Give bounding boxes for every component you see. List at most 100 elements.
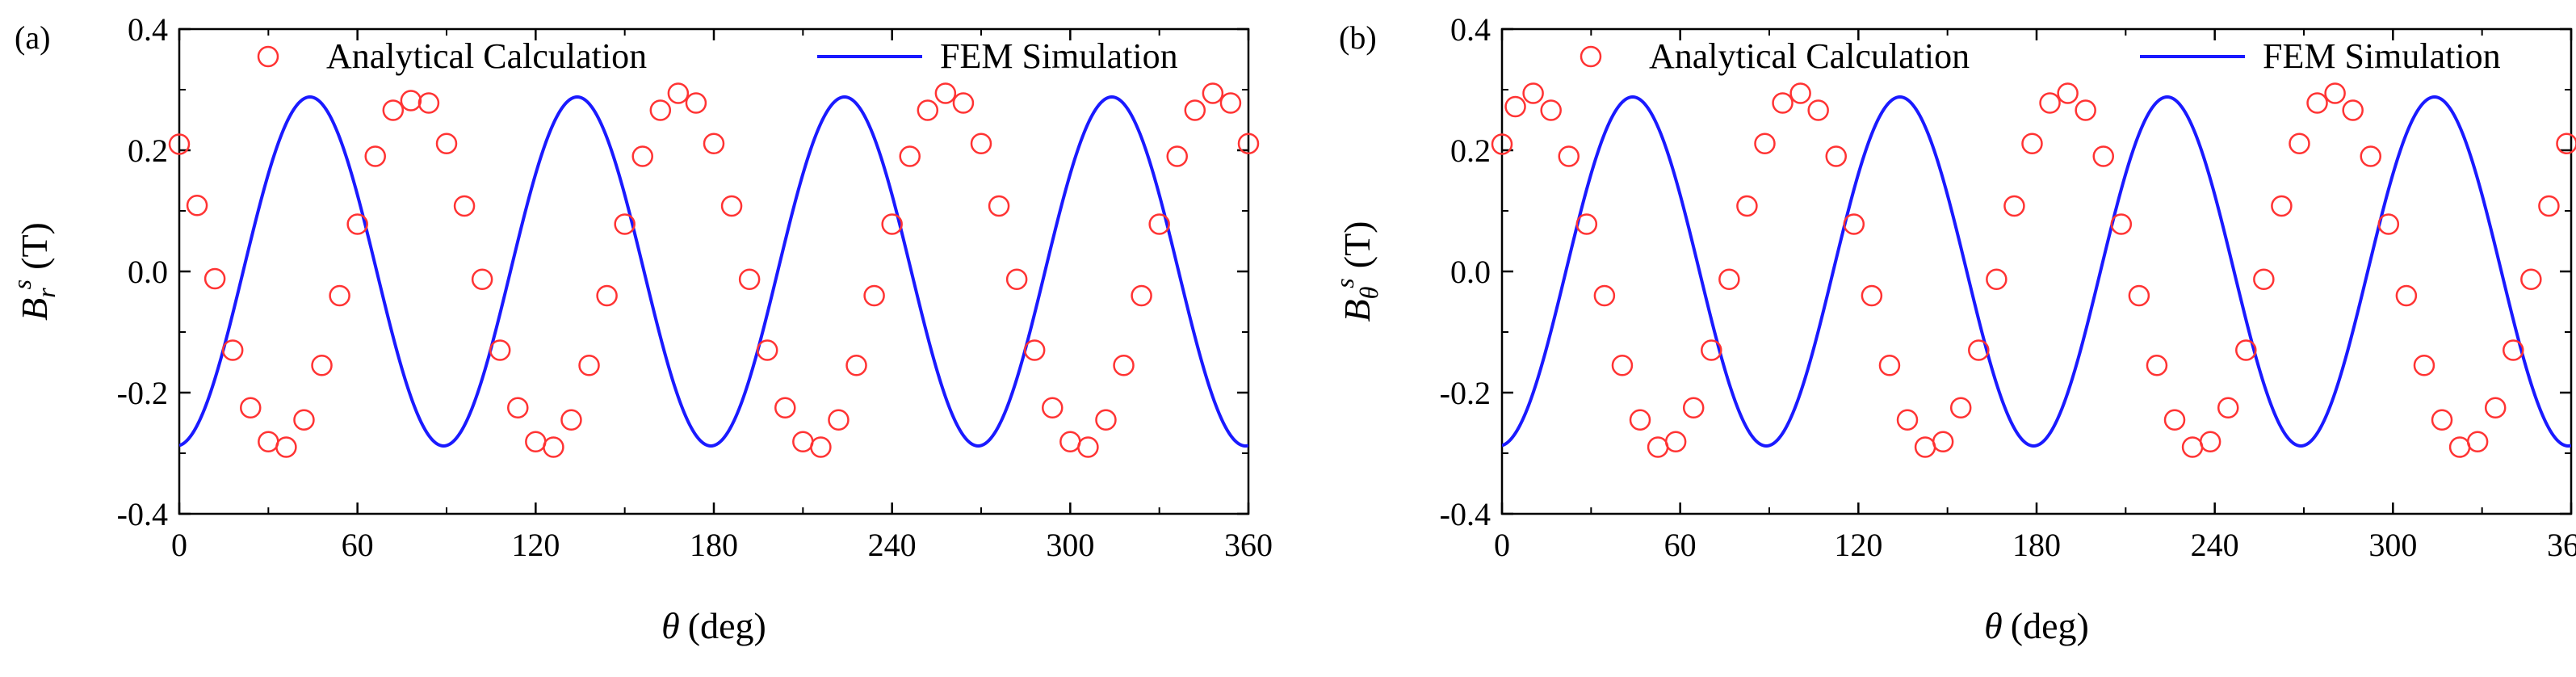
analytical-point bbox=[756, 339, 778, 361]
analytical-point bbox=[988, 195, 1010, 217]
analytical-point bbox=[970, 132, 992, 154]
analytical-point bbox=[346, 213, 368, 235]
analytical-point bbox=[881, 213, 903, 235]
analytical-point bbox=[2466, 431, 2489, 452]
analytical-point bbox=[560, 409, 582, 431]
y-tick-label: 0.0 bbox=[1450, 254, 1491, 290]
x-tick-label: 360 bbox=[1224, 527, 1273, 563]
analytical-point bbox=[2413, 355, 2435, 376]
legend-label-fem: FEM Simulation bbox=[2263, 36, 2501, 76]
analytical-point bbox=[1042, 397, 1064, 418]
y-tick-label: -0.2 bbox=[117, 375, 168, 411]
analytical-point bbox=[1986, 268, 2008, 290]
analytical-point bbox=[578, 355, 600, 376]
y-axis-title-symbol: B bbox=[1336, 299, 1378, 322]
analytical-point bbox=[1914, 436, 1936, 458]
legend-label-fem: FEM Simulation bbox=[940, 36, 1178, 76]
analytical-point bbox=[382, 99, 405, 121]
analytical-point bbox=[1701, 339, 1722, 361]
analytical-point bbox=[2003, 195, 2025, 217]
y-tick-label: 0.0 bbox=[128, 254, 168, 290]
analytical-point bbox=[2271, 195, 2293, 217]
analytical-point bbox=[2021, 132, 2043, 154]
analytical-point bbox=[863, 284, 885, 307]
analytical-point bbox=[417, 92, 440, 114]
analytical-point bbox=[543, 436, 564, 458]
plot-frame bbox=[1500, 27, 2573, 515]
analytical-point bbox=[2075, 99, 2096, 121]
chart-panel-b: 0 60 120 180 240 300 360 -0.4 -0.2 0.0 0.2 0.4 (b) Bθ… bbox=[1330, 11, 2576, 646]
analytical-point bbox=[828, 409, 850, 431]
legend-marker-analytical bbox=[1580, 45, 1602, 68]
analytical-point bbox=[649, 99, 672, 121]
plot-frame bbox=[178, 27, 1250, 515]
y-axis-title-symbol: B bbox=[14, 298, 55, 321]
analytical-point bbox=[1968, 339, 1990, 361]
analytical-point bbox=[311, 355, 333, 376]
y-axis-title: Brs (T) bbox=[7, 222, 61, 321]
y-axis-title-superscript: s bbox=[7, 280, 36, 289]
analytical-point bbox=[2235, 339, 2257, 361]
analytical-point bbox=[507, 397, 529, 418]
x-axis-title-unit: (deg) bbox=[2011, 605, 2089, 646]
y-tick-label: 0.2 bbox=[128, 132, 168, 169]
y-tick-label: -0.2 bbox=[1440, 375, 1491, 411]
analytical-point bbox=[703, 132, 725, 154]
analytical-point bbox=[2057, 82, 2079, 104]
y-tick-label: 0.4 bbox=[1450, 11, 1491, 48]
analytical-point bbox=[845, 355, 867, 376]
analytical-point bbox=[1861, 284, 1883, 307]
analytical-point bbox=[240, 397, 262, 418]
panel-label: (a) bbox=[15, 19, 50, 56]
analytical-point bbox=[2253, 268, 2275, 290]
analytical-point bbox=[1718, 268, 1740, 290]
analytical-point bbox=[168, 133, 191, 155]
analytical-point bbox=[275, 436, 297, 458]
analytical-point bbox=[2484, 397, 2507, 418]
analytical-point bbox=[596, 284, 618, 307]
analytical-point bbox=[1575, 213, 1598, 235]
analytical-point bbox=[1522, 82, 1544, 104]
analytical-point bbox=[525, 431, 547, 452]
analytical-point bbox=[2146, 355, 2168, 376]
analytical-point bbox=[2360, 145, 2381, 167]
analytical-point bbox=[1095, 409, 1117, 431]
x-axis-title-unit: (deg) bbox=[688, 605, 766, 646]
analytical-point bbox=[2377, 213, 2400, 235]
analytical-point bbox=[1843, 213, 1865, 235]
analytical-point bbox=[738, 268, 761, 290]
analytical-point bbox=[2092, 145, 2114, 167]
x-axis-title-symbol: θ bbox=[1984, 605, 2003, 646]
analytical-point bbox=[2556, 132, 2576, 154]
y-tick-label: 0.4 bbox=[128, 11, 168, 48]
analytical-point bbox=[792, 431, 814, 452]
y-tick-label: -0.4 bbox=[1440, 496, 1491, 532]
legend-label-analytical: Analytical Calculation bbox=[326, 36, 647, 76]
x-tick-label: 0 bbox=[171, 527, 187, 563]
analytical-point bbox=[1504, 95, 1526, 118]
analytical-point bbox=[1736, 195, 1758, 217]
x-axis-title: θ (deg) bbox=[661, 605, 766, 646]
analytical-point bbox=[1878, 355, 1901, 376]
analytical-point bbox=[400, 90, 422, 111]
x-tick-label: 0 bbox=[1494, 527, 1510, 563]
analytical-point bbox=[720, 195, 743, 217]
x-tick-label: 240 bbox=[2191, 527, 2239, 563]
analytical-point bbox=[2289, 132, 2310, 154]
analytical-point bbox=[952, 92, 975, 114]
analytical-point bbox=[1219, 92, 1242, 114]
analytical-point bbox=[685, 92, 707, 114]
analytical-point bbox=[1113, 355, 1135, 376]
analytical-point bbox=[1682, 397, 1705, 418]
analytical-point bbox=[1491, 133, 1513, 155]
analytical-point bbox=[1131, 284, 1152, 307]
analytical-point bbox=[293, 409, 315, 431]
analytical-point bbox=[453, 195, 476, 217]
y-tick-label: 0.2 bbox=[1450, 132, 1491, 169]
analytical-point bbox=[774, 397, 796, 418]
x-tick-label: 120 bbox=[1834, 527, 1882, 563]
analytical-point bbox=[1023, 339, 1046, 361]
legend-label-analytical: Analytical Calculation bbox=[1649, 36, 1970, 76]
analytical-point bbox=[1629, 409, 1651, 431]
